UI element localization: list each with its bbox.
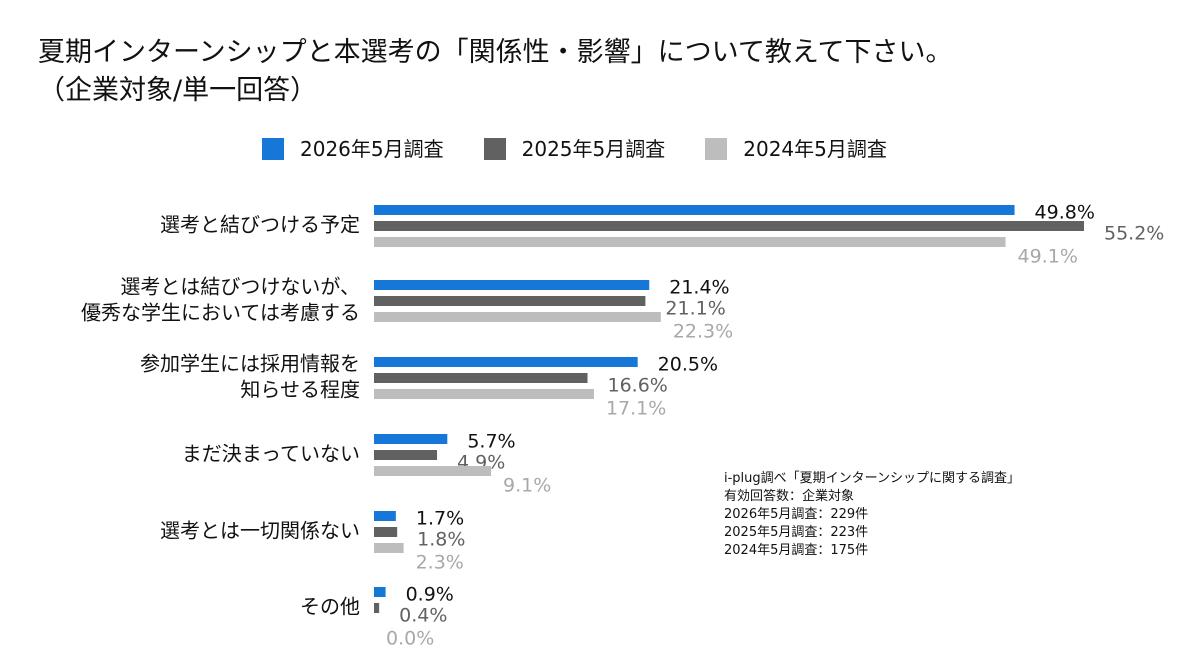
- source-note-line-4: 2025年5月調査：223件: [724, 525, 869, 540]
- data-label-2026-3: 20.5%: [658, 354, 718, 376]
- bar-2026-5: [374, 511, 396, 521]
- bar-2024-2: [374, 312, 661, 322]
- category-label-4-line-1: まだ決まっていない: [182, 442, 360, 466]
- bar-2026-3: [374, 357, 638, 367]
- source-note-line-3: 2026年5月調査：229件: [724, 507, 869, 522]
- data-label-2026-6: 0.9%: [406, 584, 454, 606]
- source-note-line-5: 2024年5月調査：175件: [724, 543, 869, 558]
- category-label-2-line-1: 選考とは結びつけないが、: [120, 275, 360, 299]
- data-label-2024-4: 9.1%: [503, 475, 551, 497]
- data-label-2025-3: 16.6%: [608, 375, 668, 397]
- legend-item-2025: 2025年5月調査: [483, 136, 666, 162]
- chart-title-line-2: （企業対象/単一回答）: [38, 75, 318, 106]
- data-label-2024-2: 22.3%: [673, 321, 733, 343]
- data-label-2024-1: 49.1%: [1018, 246, 1078, 268]
- category-label-3-line-2: 知らせる程度: [240, 378, 360, 402]
- data-label-2025-2: 21.1%: [665, 298, 725, 320]
- bar-2024-5: [374, 543, 404, 553]
- data-label-2026-1: 49.8%: [1035, 202, 1095, 224]
- data-label-2025-1: 55.2%: [1104, 223, 1164, 245]
- bar-2024-4: [374, 466, 492, 476]
- bar-2025-4: [374, 450, 438, 460]
- legend-swatch-2026: [262, 138, 284, 160]
- legend-item-2026: 2026年5月調査: [262, 136, 444, 162]
- bar-2024-3: [374, 389, 594, 399]
- bar-2025-5: [374, 527, 398, 537]
- category-label-3-line-1: 参加学生には採用情報を: [140, 352, 360, 376]
- legend-label-2026: 2026年5月調査: [300, 137, 444, 161]
- source-note-line-2: 有効回答数：企業対象: [724, 489, 855, 504]
- data-label-2025-5: 1.8%: [417, 529, 465, 551]
- bar-2026-4: [374, 434, 448, 444]
- bar-2025-2: [374, 296, 646, 306]
- bar-2026-2: [374, 280, 650, 290]
- legend-swatch-2025: [483, 138, 506, 160]
- bar-2025-6: [374, 603, 380, 613]
- data-label-2026-2: 21.4%: [669, 277, 729, 299]
- legend-label-2025: 2025年5月調査: [521, 137, 666, 161]
- legend-swatch-2024: [705, 138, 728, 160]
- chart-title: 夏期インターンシップと本選考の「関係性・影響」について教えて下さい。 （企業対象…: [38, 34, 953, 110]
- chart-legend: 2026年5月調査 2025年5月調査 2024年5月調査: [262, 136, 887, 162]
- category-label-5-line-1: 選考とは一切関係ない: [160, 519, 360, 543]
- data-label-2024-6: 0.0%: [386, 628, 434, 650]
- bar-2025-1: [374, 221, 1084, 231]
- bar-2026-1: [374, 205, 1015, 215]
- data-label-2026-5: 1.7%: [416, 508, 464, 530]
- data-label-2024-3: 17.1%: [606, 398, 666, 420]
- category-label-6-line-1: その他: [300, 595, 360, 619]
- category-label-1-line-1: 選考と結びつける予定: [160, 213, 360, 237]
- data-label-2026-4: 5.7%: [467, 431, 515, 453]
- data-label-2025-6: 0.4%: [399, 605, 447, 627]
- bar-2025-3: [374, 373, 588, 383]
- chart-title-line-1: 夏期インターンシップと本選考の「関係性・影響」について教えて下さい。: [38, 37, 953, 68]
- source-note: i-plug調べ「夏期インターンシップに関する調査」 有効回答数：企業対象 20…: [724, 470, 1020, 560]
- data-label-2024-5: 2.3%: [416, 552, 464, 574]
- bar-2024-1: [374, 237, 1006, 247]
- bar-2026-6: [374, 587, 386, 597]
- source-note-line-1: i-plug調べ「夏期インターンシップに関する調査」: [724, 471, 1021, 486]
- legend-label-2024: 2024年5月調査: [743, 137, 887, 161]
- category-label-2-line-2: 優秀な学生においては考慮する: [81, 301, 360, 325]
- legend-item-2024: 2024年5月調査: [705, 136, 887, 162]
